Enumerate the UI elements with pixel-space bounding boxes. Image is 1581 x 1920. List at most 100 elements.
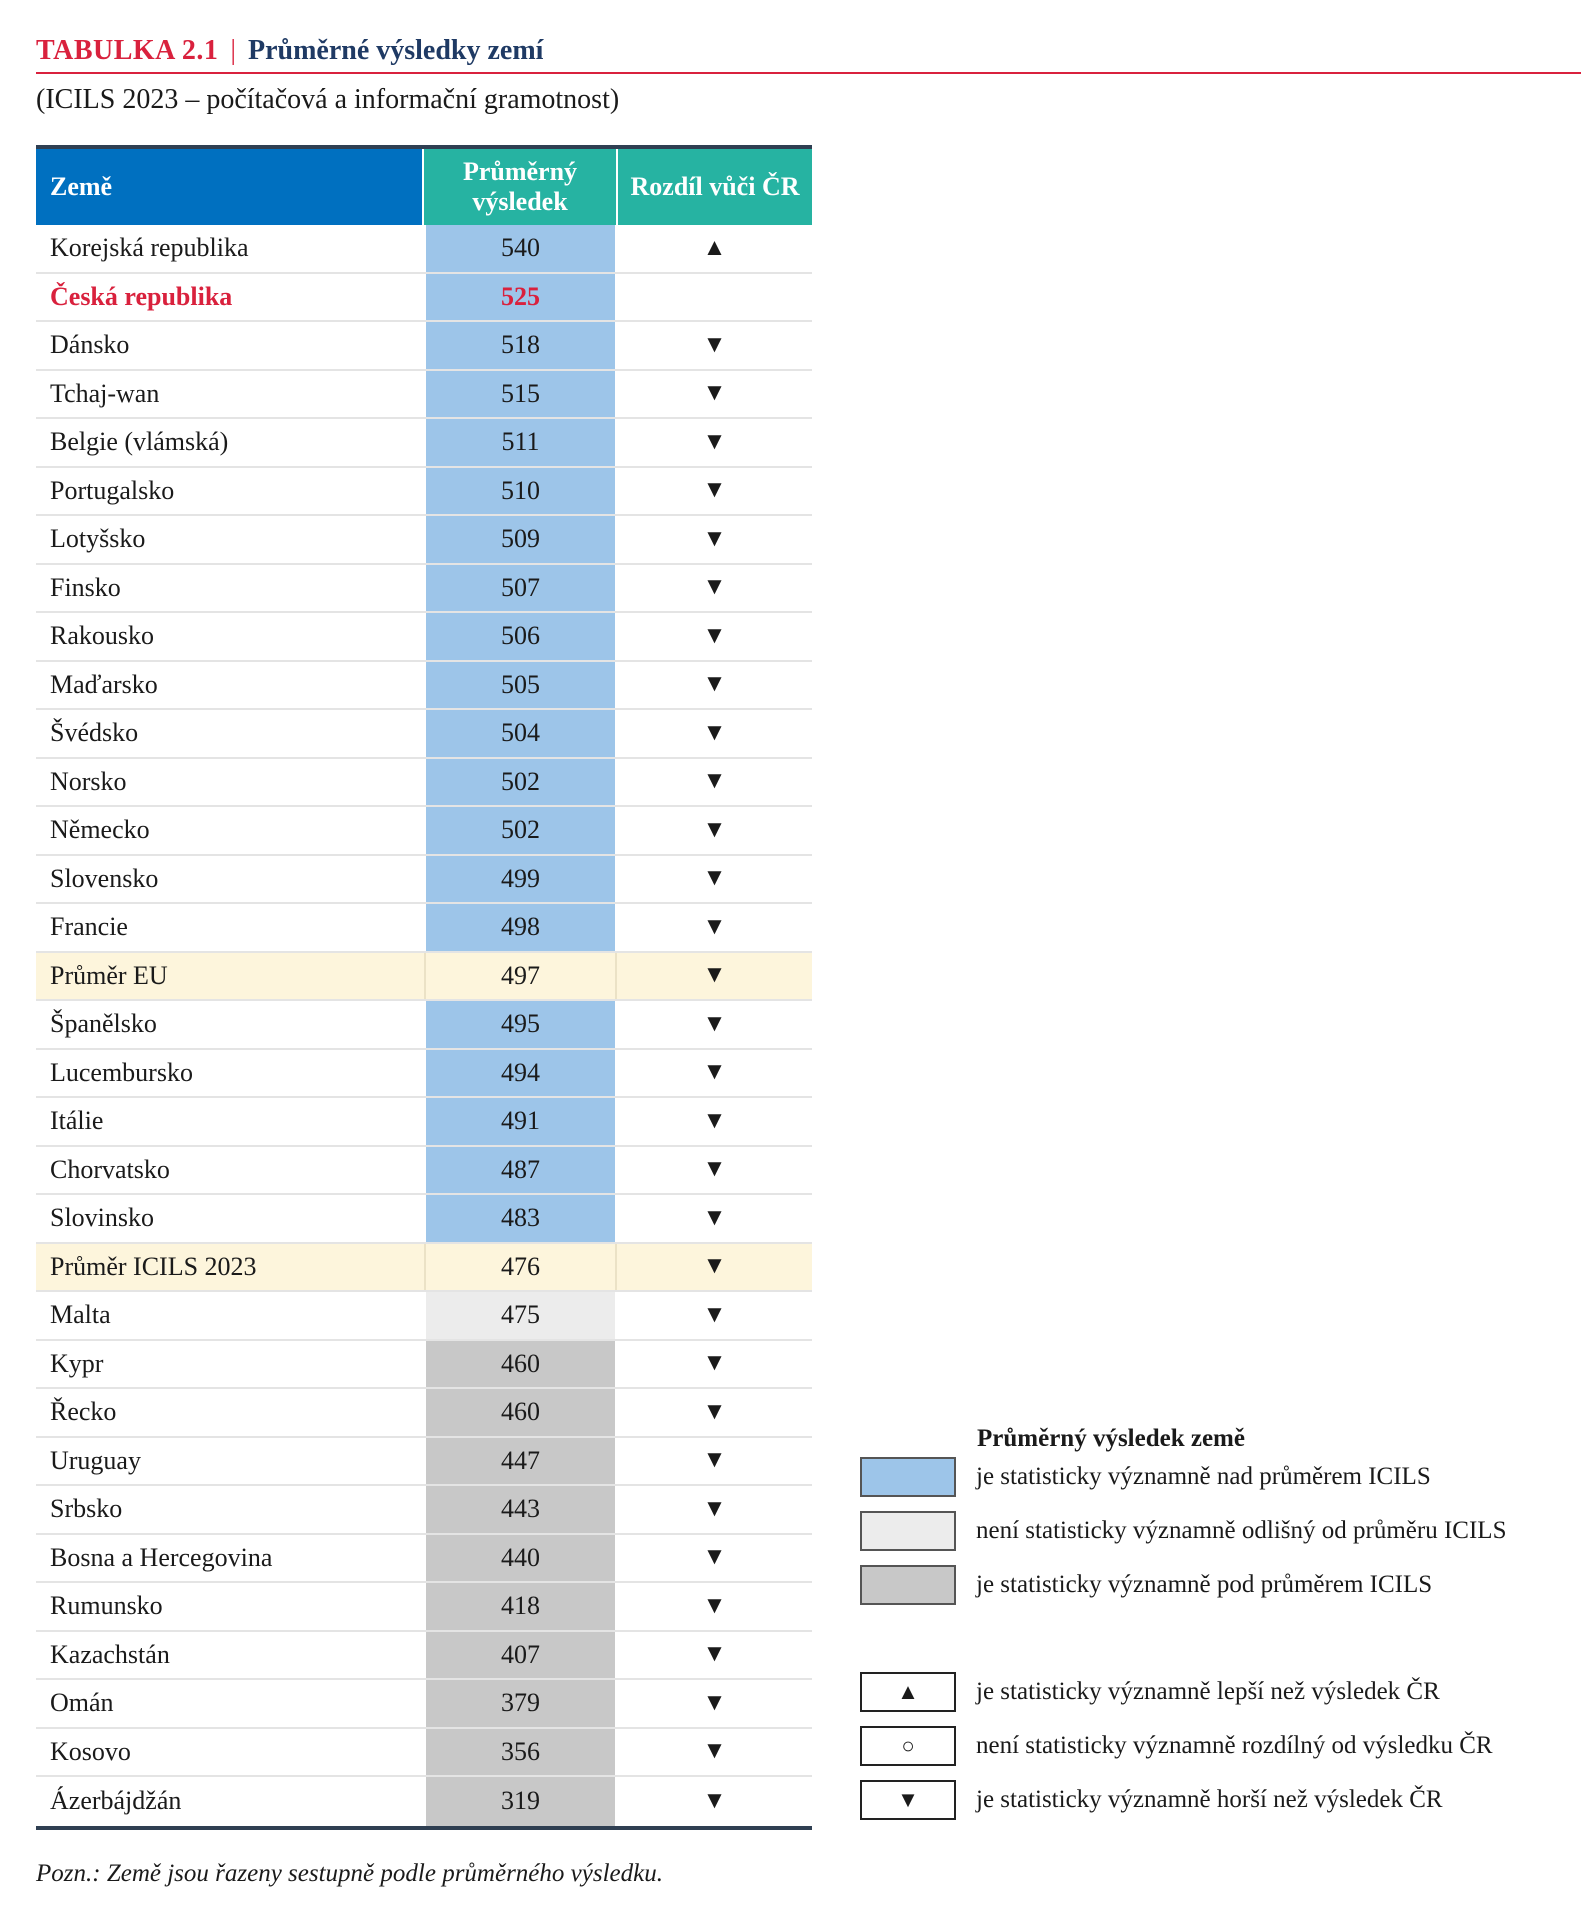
mean-cell: 510 (424, 467, 617, 514)
mean-cell: 525 (424, 273, 617, 320)
mean-cell: 475 (424, 1292, 617, 1339)
triangle-down-icon: ▼ (702, 1301, 727, 1328)
legend-item-same: ○ není statisticky významně rozdílný od … (860, 1726, 1493, 1766)
country-cell: Průměr EU (50, 960, 168, 990)
table-row: Belgie (vlámská) 511 ▼ (36, 419, 812, 468)
country-cell: Kypr (50, 1348, 104, 1378)
triangle-down-icon: ▼ (702, 768, 727, 795)
triangle-down-icon: ▼ (702, 671, 727, 698)
legend-item-better: ▲ je statisticky významně lepší než výsl… (860, 1672, 1440, 1712)
table-row: Švédsko 504 ▼ (36, 710, 812, 759)
table-row: Chorvatsko 487 ▼ (36, 1146, 812, 1195)
triangle-down-icon: ▼ (702, 962, 727, 989)
country-cell: Uruguay (50, 1445, 141, 1475)
triangle-up-icon: ▲ (702, 234, 727, 261)
mean-cell: 491 (424, 1098, 617, 1145)
country-cell: Bosna a Hercegovina (50, 1542, 273, 1572)
country-cell: Lotyšsko (50, 524, 146, 554)
table-title-block: TABULKA 2.1 | Průměrné výsledky zemí (IC… (36, 30, 1581, 116)
table-row: Kazachstán 407 ▼ (36, 1631, 812, 1680)
table-row: Srbsko 443 ▼ (36, 1486, 812, 1535)
country-cell: Česká republika (50, 281, 233, 311)
legend-item-not-different: není statisticky významně odlišný od prů… (860, 1511, 1506, 1551)
triangle-down-icon: ▼ (702, 428, 727, 455)
triangle-down-icon: ▼ (702, 622, 727, 649)
circle-icon: ○ (860, 1726, 956, 1766)
country-cell: Omán (50, 1688, 114, 1718)
triangle-up-icon: ▲ (860, 1672, 956, 1712)
mean-cell: 440 (424, 1534, 617, 1581)
legend-text-better: je statisticky významně lepší než výsled… (976, 1678, 1440, 1705)
triangle-down-icon: ▼ (702, 477, 727, 504)
country-cell: Tchaj-wan (50, 378, 160, 408)
legend-title: Průměrný výsledek země (977, 1425, 1245, 1452)
mean-cell: 476 (424, 1243, 617, 1290)
table-row: Malta 475 ▼ (36, 1292, 812, 1341)
table-row: Řecko 460 ▼ (36, 1389, 812, 1438)
mean-cell: 379 (424, 1680, 617, 1727)
country-cell: Průměr ICILS 2023 (50, 1251, 257, 1281)
country-cell: Španělsko (50, 1009, 157, 1039)
triangle-down-icon: ▼ (702, 1156, 727, 1183)
triangle-down-icon: ▼ (702, 1350, 727, 1377)
country-cell: Ázerbájdžán (50, 1786, 182, 1816)
triangle-down-icon: ▼ (702, 865, 727, 892)
country-cell: Srbsko (50, 1494, 123, 1524)
mean-cell: 511 (424, 419, 617, 466)
table-row: Německo 502 ▼ (36, 807, 812, 856)
mean-cell: 507 (424, 564, 617, 611)
table-row: Dánsko 518 ▼ (36, 322, 812, 371)
mean-cell: 505 (424, 661, 617, 708)
legend-item-worse: ▼ je statisticky významně horší než výsl… (860, 1780, 1443, 1820)
mean-cell: 506 (424, 613, 617, 660)
country-cell: Belgie (vlámská) (50, 427, 229, 457)
legend-swatch-above (860, 1457, 956, 1497)
table-row: Itálie 491 ▼ (36, 1098, 812, 1147)
triangle-down-icon: ▼ (702, 1495, 727, 1522)
mean-cell: 407 (424, 1631, 617, 1678)
mean-cell: 502 (424, 758, 617, 805)
country-cell: Chorvatsko (50, 1154, 170, 1184)
triangle-down-icon: ▼ (702, 719, 727, 746)
table-row: Průměr EU 497 ▼ (36, 952, 812, 1001)
table-row: Průměr ICILS 2023 476 ▼ (36, 1243, 812, 1292)
triangle-down-icon: ▼ (702, 574, 727, 601)
legend-item-above: je statisticky významně nad průměrem ICI… (860, 1457, 1431, 1497)
country-cell: Německo (50, 815, 150, 845)
mean-cell: 495 (424, 1001, 617, 1048)
triangle-down-icon: ▼ (702, 1592, 727, 1619)
mean-cell: 515 (424, 370, 617, 417)
triangle-down-icon: ▼ (702, 1398, 727, 1425)
table-row: Korejská republika 540 ▲ (36, 225, 812, 274)
country-cell: Korejská republika (50, 233, 249, 263)
legend-item-below: je statisticky významně pod průměrem ICI… (860, 1565, 1432, 1605)
mean-cell: 509 (424, 516, 617, 563)
table-title: TABULKA 2.1 | Průměrné výsledky zemí (36, 30, 1581, 74)
country-cell: Kosovo (50, 1736, 131, 1766)
triangle-down-icon: ▼ (702, 525, 727, 552)
table-row: Maďarsko 505 ▼ (36, 661, 812, 710)
country-cell: Malta (50, 1300, 111, 1330)
mean-cell: 518 (424, 322, 617, 369)
country-cell: Švédsko (50, 718, 139, 748)
mean-cell: 447 (424, 1437, 617, 1484)
table-header: Země Průměrný výsledek Rozdíl vůči ČR (36, 145, 812, 225)
triangle-down-icon: ▼ (860, 1780, 956, 1820)
table-row: Norsko 502 ▼ (36, 758, 812, 807)
legend-swatch-not-different (860, 1511, 956, 1551)
table-row: Finsko 507 ▼ (36, 564, 812, 613)
triangle-down-icon: ▼ (702, 1544, 727, 1571)
country-cell: Dánsko (50, 330, 130, 360)
legend-swatch-below (860, 1565, 956, 1605)
mean-cell: 443 (424, 1486, 617, 1533)
legend-text-same: není statisticky významně rozdílný od vý… (976, 1732, 1493, 1759)
country-cell: Kazachstán (50, 1639, 170, 1669)
triangle-down-icon: ▼ (702, 913, 727, 940)
mean-cell: 504 (424, 710, 617, 757)
column-header-diff: Rozdíl vůči ČR (616, 149, 812, 225)
mean-cell: 494 (424, 1049, 617, 1096)
table-row: Lotyšsko 509 ▼ (36, 516, 812, 565)
mean-cell: 540 (424, 225, 617, 272)
country-cell: Lucembursko (50, 1057, 193, 1087)
table-row: Tchaj-wan 515 ▼ (36, 370, 812, 419)
